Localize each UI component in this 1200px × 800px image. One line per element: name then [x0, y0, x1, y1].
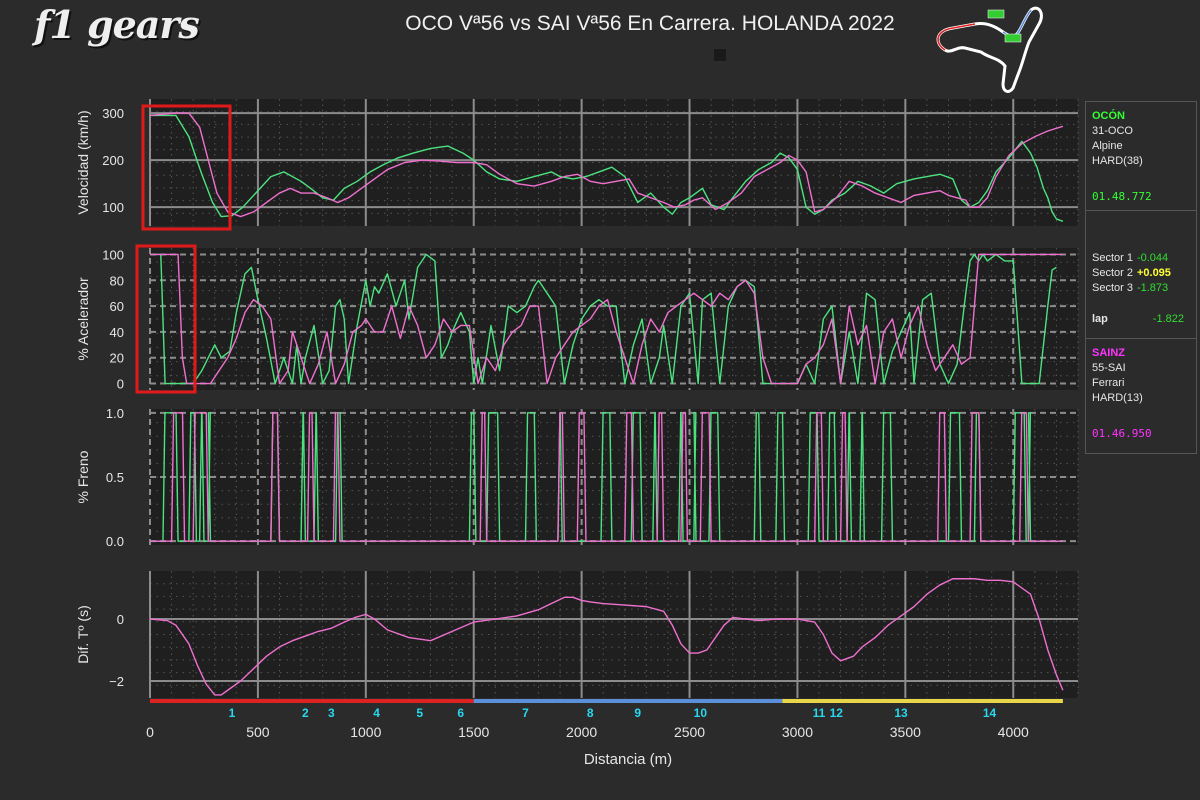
y-tick-label-throttle: 60	[110, 299, 124, 314]
sector3-label: Sector 3	[1092, 282, 1133, 294]
y-tick-label-speed: 300	[102, 106, 124, 121]
highlight-box-speed	[141, 104, 232, 231]
y-tick-label-brake: 0.5	[106, 470, 124, 485]
sector3-delta: -1.873	[1136, 282, 1169, 294]
corner-label: 3	[328, 706, 335, 720]
x-tick-label: 500	[246, 724, 270, 740]
chart-title: OCO Vª56 vs SAI Vª56 En Carrera. HOLANDA…	[405, 12, 895, 35]
sector3-row: Sector 3 -1.873	[1092, 281, 1190, 296]
driver1-tyre: HARD(38)	[1092, 155, 1143, 167]
y-tick-label-speed: 200	[102, 153, 124, 168]
corner-label: 13	[894, 706, 908, 720]
lap-delta-row: lap -1.822	[1092, 312, 1190, 327]
corner-label: 7	[522, 706, 529, 720]
x-tick-label: 1000	[350, 724, 381, 740]
series-line-brake-sai	[150, 412, 1063, 542]
f1gears-logo: f1 gears	[34, 2, 200, 47]
series-line-throttle-oco	[150, 253, 1057, 385]
driver2-code: 55-SAI	[1092, 362, 1126, 374]
y-axis-label-brake: % Freno	[75, 450, 91, 503]
lap-delta-value: -1.822	[1152, 313, 1184, 325]
y-tick-label-brake: 1.0	[106, 406, 124, 421]
x-tick-label: 4000	[998, 724, 1029, 740]
driver2-team: Ferrari	[1092, 377, 1125, 389]
y-tick-label-throttle: 100	[102, 247, 124, 262]
x-axis-label: Distancia (m)	[584, 751, 672, 768]
corner-label: 8	[587, 706, 594, 720]
sector-bar-3	[782, 699, 1063, 703]
sector2-delta: +0.095	[1136, 267, 1171, 279]
y-tick-label-throttle: 40	[110, 325, 124, 340]
driver1-code: 31-OCO	[1092, 125, 1133, 137]
x-tick-label: 0	[146, 724, 154, 740]
y-axis-label-throttle: % Acelerador	[75, 277, 91, 361]
driver1-card: OCÓN 31-OCO Alpine HARD(38) 01.48.772	[1086, 102, 1196, 211]
legend-marker	[714, 49, 726, 61]
corner-label: 6	[457, 706, 464, 720]
panel-bg-delta	[150, 571, 1078, 698]
corner-label: 12	[830, 706, 844, 720]
series-line-speed-sai	[149, 112, 1064, 218]
track-map-icon	[936, 6, 1043, 93]
x-tick-label: 3500	[890, 724, 921, 740]
driver1-name: OCÓN	[1092, 110, 1125, 122]
sector-bar-1	[150, 699, 474, 703]
driver2-card: SAINZ 55-SAI Ferrari HARD(13) 01.46.950	[1086, 339, 1196, 445]
y-axis-label-delta: Dif. Tº (s)	[75, 605, 91, 664]
corner-label: 10	[694, 706, 708, 720]
x-tick-label: 1500	[458, 724, 489, 740]
corner-label: 5	[416, 706, 423, 720]
corner-label: 1	[229, 706, 236, 720]
x-tick-label: 2000	[566, 724, 597, 740]
corner-label: 4	[373, 706, 380, 720]
driver2-laptime: 01.46.950	[1092, 427, 1152, 440]
corner-label: 9	[634, 706, 641, 720]
y-tick-label-delta: 0	[117, 612, 124, 627]
sector-bar-2	[473, 699, 783, 703]
x-tick-label: 3000	[782, 724, 813, 740]
y-tick-label-brake: 0.0	[106, 534, 124, 549]
sector1-row: Sector 1 -0.044	[1092, 251, 1190, 266]
y-tick-label-speed: 100	[102, 200, 124, 215]
driver2-name: SAINZ	[1092, 347, 1125, 359]
panel-bg-throttle	[150, 248, 1078, 390]
x-tick-label: 2500	[674, 724, 705, 740]
series-line-delta-sai	[149, 578, 1064, 696]
driver1-laptime: 01.48.772	[1092, 190, 1152, 203]
series-line-speed-oco	[150, 114, 1064, 222]
info-panel: OCÓN 31-OCO Alpine HARD(38) 01.48.772 Se…	[1085, 101, 1197, 454]
sector2-label: Sector 2	[1092, 267, 1133, 279]
y-tick-label-throttle: 80	[110, 273, 124, 288]
y-tick-label-delta: −2	[109, 674, 124, 689]
lap-delta-label: lap	[1092, 313, 1108, 325]
corner-label: 2	[302, 706, 309, 720]
panel-bg-speed	[150, 99, 1078, 226]
sector2-row: Sector 2 +0.095	[1092, 266, 1190, 281]
series-line-throttle-sai	[150, 253, 1063, 385]
y-tick-label-throttle: 0	[117, 377, 124, 392]
highlight-box-throttle	[135, 244, 197, 394]
sector1-delta: -0.044	[1136, 252, 1169, 264]
corner-label: 14	[983, 706, 997, 720]
corner-label: 11	[813, 706, 826, 720]
y-axis-label-speed: Velocidad (km/h)	[75, 110, 91, 214]
sector1-label: Sector 1	[1092, 252, 1133, 264]
driver2-tyre: HARD(13)	[1092, 392, 1143, 404]
y-tick-label-throttle: 20	[110, 351, 124, 366]
driver1-team: Alpine	[1092, 140, 1123, 152]
sector-deltas: Sector 1 -0.044 Sector 2 +0.095 Sector 3 -1…	[1086, 211, 1196, 339]
